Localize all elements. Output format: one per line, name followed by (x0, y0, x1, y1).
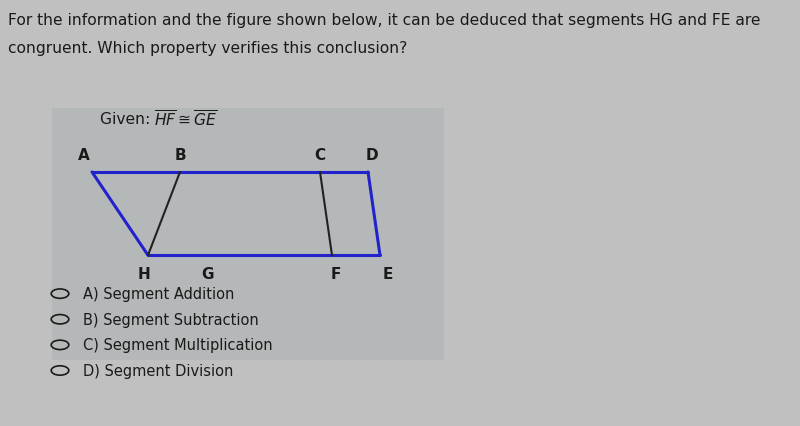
Text: For the information and the figure shown below, it can be deduced that segments : For the information and the figure shown… (8, 13, 761, 28)
FancyBboxPatch shape (52, 109, 444, 360)
Text: F: F (331, 266, 341, 281)
Text: C) Segment Multiplication: C) Segment Multiplication (83, 337, 273, 353)
Text: B) Segment Subtraction: B) Segment Subtraction (83, 312, 259, 327)
Text: congruent. Which property verifies this conclusion?: congruent. Which property verifies this … (8, 40, 407, 55)
Text: G: G (202, 266, 214, 281)
Text: A: A (78, 147, 90, 162)
Text: D) Segment Division: D) Segment Division (83, 363, 234, 378)
Text: $\overline{HF} \cong \overline{GE}$: $\overline{HF} \cong \overline{GE}$ (154, 109, 218, 130)
Text: D: D (366, 147, 378, 162)
Text: H: H (138, 266, 150, 281)
Text: B: B (174, 147, 186, 162)
Text: A) Segment Addition: A) Segment Addition (83, 286, 234, 302)
Text: C: C (314, 147, 326, 162)
Text: Given:: Given: (100, 112, 160, 127)
Text: E: E (383, 266, 393, 281)
